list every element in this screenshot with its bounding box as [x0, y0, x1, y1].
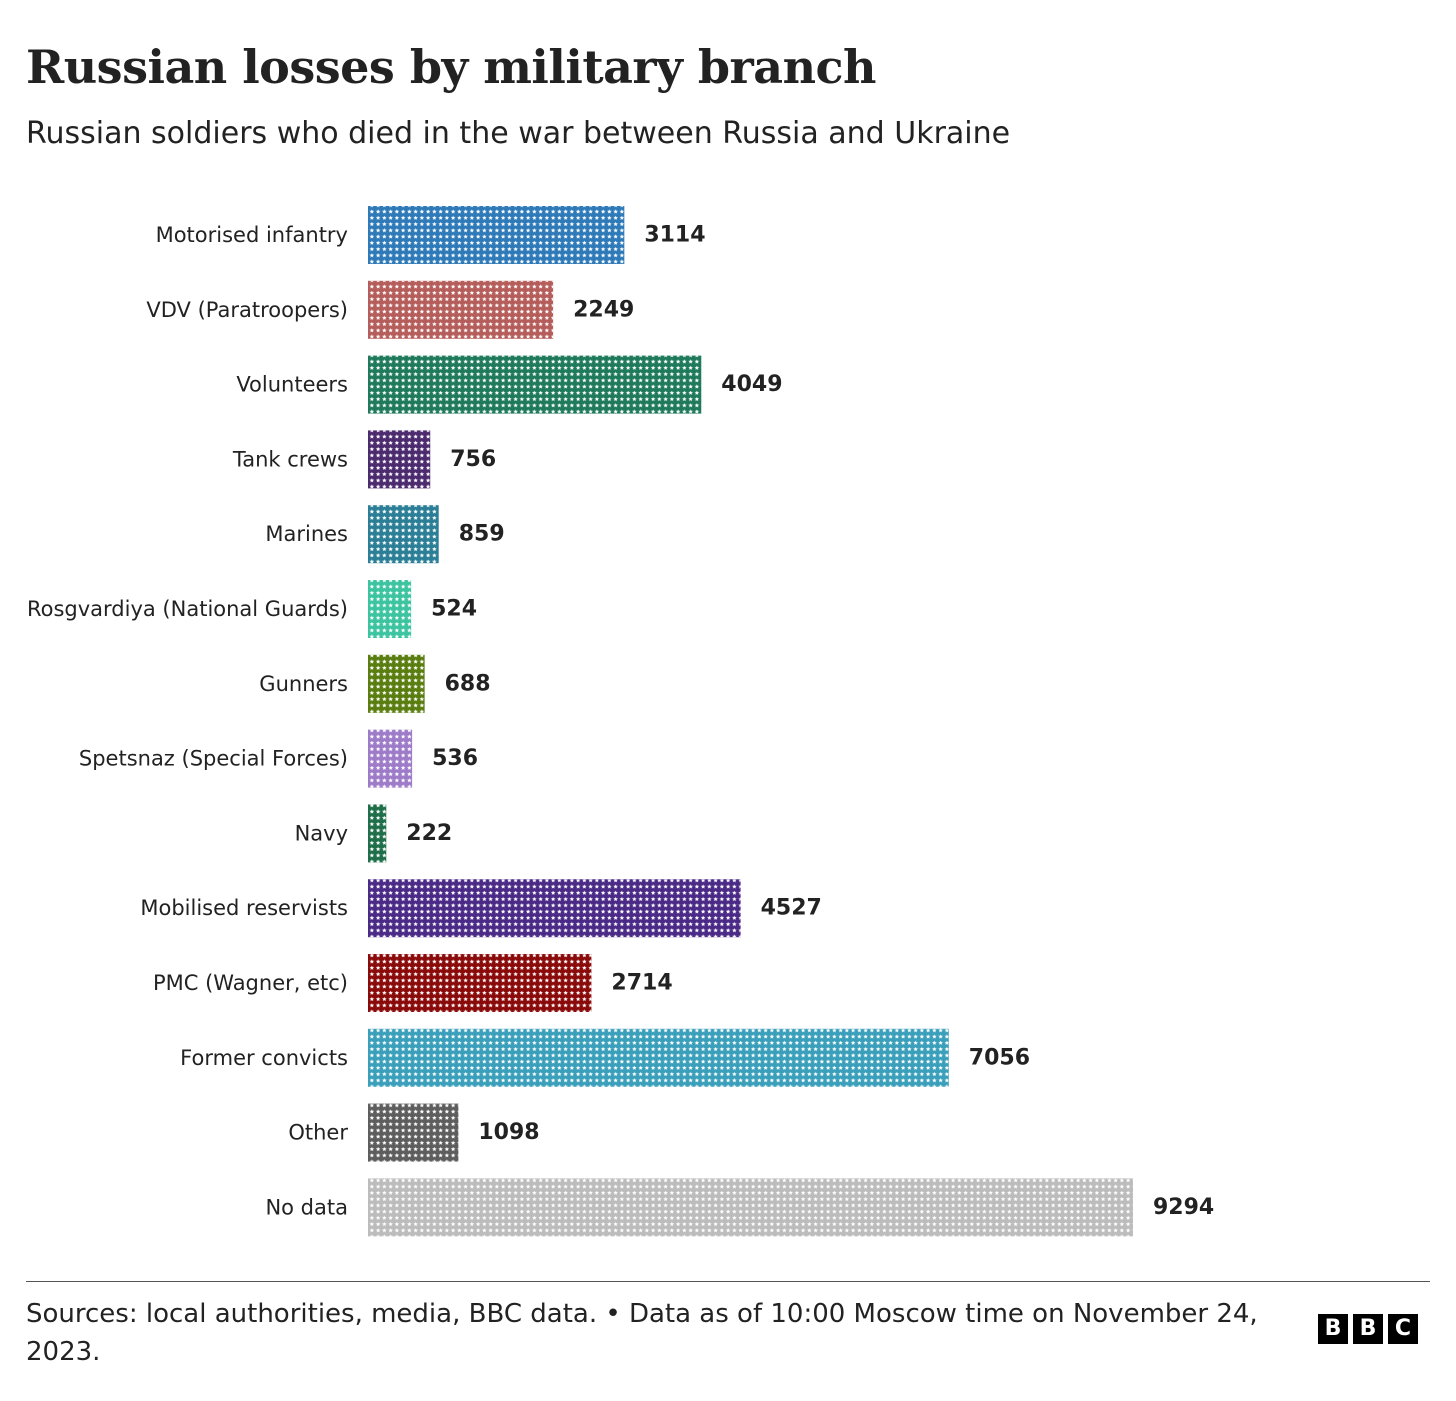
bar-row-motorised-infantry: Motorised infantry 3114: [156, 206, 706, 264]
value-label: 9294: [1153, 1195, 1214, 1220]
value-label: 2714: [611, 971, 672, 996]
bar-star-overlay: [368, 430, 431, 489]
value-label: 3114: [644, 223, 705, 248]
category-label: Volunteers: [236, 373, 348, 397]
category-label: Other: [288, 1121, 348, 1145]
category-label: Former convicts: [180, 1046, 348, 1070]
category-label: Motorised infantry: [156, 223, 348, 247]
bar-row-former-convicts: Former convicts 7056: [180, 1028, 1030, 1087]
value-label: 4049: [721, 372, 782, 397]
bar-row-marines: Marines 859: [265, 505, 505, 564]
bar-row-rosgvardiya-national-guards: Rosgvardiya (National Guards) 524: [27, 580, 477, 638]
category-label: Spetsnaz (Special Forces): [79, 747, 348, 771]
bar-star-overlay: [368, 280, 554, 339]
bar-star-overlay: [368, 879, 741, 938]
category-label: Rosgvardiya (National Guards): [27, 597, 348, 621]
bar-row-tank-crews: Tank crews 756: [232, 430, 496, 489]
bar-star-overlay: [368, 1028, 949, 1087]
category-label: Marines: [265, 522, 348, 546]
value-label: 536: [432, 746, 478, 771]
value-label: 859: [459, 522, 505, 547]
bar-star-overlay: [368, 580, 412, 638]
category-label: Navy: [295, 821, 348, 845]
pictogram-bar-chart: Motorised infantry 3114 VDV (Paratroopers)…: [27, 206, 1214, 1237]
bar-row-mobilised-reservists: Mobilised reservists 4527: [140, 879, 822, 938]
value-label: 1098: [478, 1120, 539, 1145]
bar-star-overlay: [368, 654, 425, 713]
logo-letter-b1: B: [1318, 1314, 1348, 1344]
category-label: No data: [265, 1195, 348, 1219]
bar-row-navy: Navy 222: [295, 804, 452, 863]
bar-row-no-data: No data 9294: [265, 1178, 1214, 1237]
bar-row-spetsnaz-special-forces: Spetsnaz (Special Forces) 536: [79, 729, 478, 788]
category-label: PMC (Wagner, etc): [153, 971, 348, 995]
bar-star-overlay: [368, 355, 702, 414]
logo-letter-c: C: [1388, 1314, 1418, 1344]
bar-row-volunteers: Volunteers 4049: [236, 355, 783, 414]
footer-divider: [26, 1281, 1430, 1282]
logo-letter-b2: B: [1353, 1314, 1383, 1344]
category-label: Gunners: [259, 672, 348, 696]
bar-row-other: Other 1098: [288, 1103, 540, 1162]
bar-star-overlay: [368, 1103, 459, 1162]
bbc-logo: B B C: [1318, 1314, 1418, 1344]
category-label: Tank crews: [232, 447, 348, 471]
value-label: 756: [450, 447, 496, 472]
bar-star-overlay: [368, 954, 592, 1012]
bar-row-pmc-wagner-etc: PMC (Wagner, etc) 2714: [153, 954, 673, 1012]
category-label: VDV (Paratroopers): [146, 298, 348, 322]
value-label: 222: [406, 821, 452, 846]
bar-row-gunners: Gunners 688: [259, 654, 491, 713]
bar-star-overlay: [368, 1178, 1133, 1237]
chart-title: Russian losses by military branch: [26, 40, 876, 94]
bar-star-overlay: [368, 505, 439, 564]
value-label: 524: [431, 597, 477, 622]
chart-subtitle: Russian soldiers who died in the war bet…: [26, 116, 1011, 151]
bars-layer: Motorised infantry 3114 VDV (Paratroopers)…: [27, 206, 1214, 1237]
bar-row-vdv-paratroopers: VDV (Paratroopers) 2249: [146, 280, 634, 339]
source-note: Sources: local authorities, media, BBC d…: [26, 1299, 1258, 1367]
value-label: 4527: [761, 896, 822, 921]
value-label: 7056: [969, 1045, 1030, 1070]
value-label: 688: [445, 671, 491, 696]
bar-star-overlay: [368, 729, 413, 788]
bar-star-overlay: [368, 206, 625, 264]
category-label: Mobilised reservists: [140, 896, 348, 920]
bar-star-overlay: [368, 804, 387, 863]
value-label: 2249: [573, 297, 634, 322]
